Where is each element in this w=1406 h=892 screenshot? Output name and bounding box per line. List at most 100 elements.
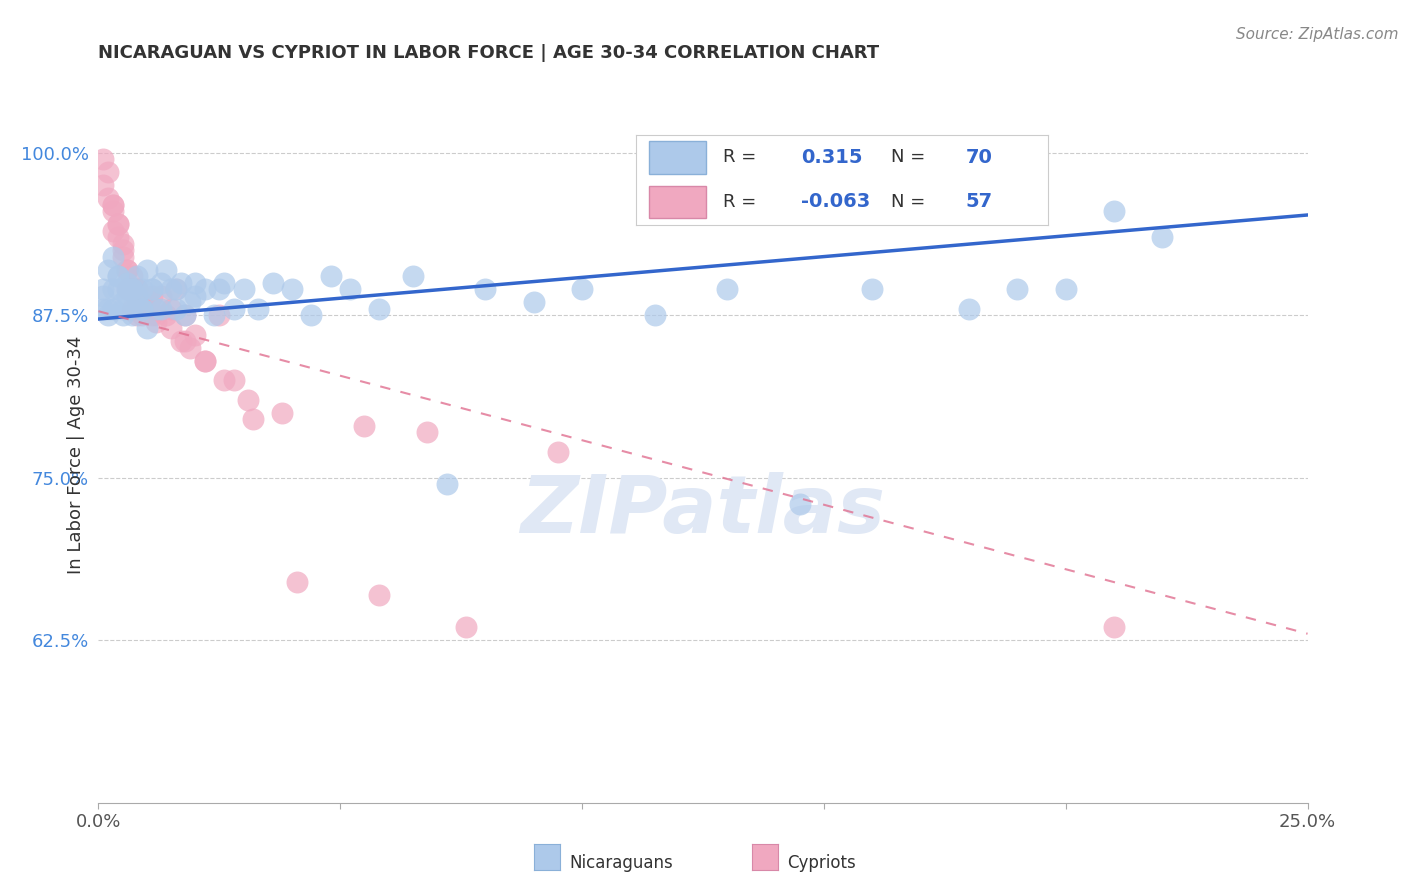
Point bbox=[141, 308, 163, 322]
Text: ZIPatlas: ZIPatlas bbox=[520, 472, 886, 549]
Point bbox=[127, 288, 149, 302]
Point bbox=[155, 308, 177, 322]
Point bbox=[121, 282, 143, 296]
Point bbox=[1007, 282, 1029, 296]
Point bbox=[194, 353, 217, 368]
Point bbox=[454, 620, 477, 634]
Point bbox=[281, 282, 304, 296]
Point bbox=[184, 327, 207, 342]
Point bbox=[131, 308, 153, 322]
Point bbox=[117, 276, 139, 290]
Point bbox=[135, 321, 157, 335]
Point bbox=[101, 282, 124, 296]
Point bbox=[353, 418, 375, 433]
Point bbox=[131, 301, 153, 316]
Point bbox=[474, 282, 496, 296]
Point bbox=[97, 262, 120, 277]
Point bbox=[1152, 230, 1174, 244]
Point bbox=[135, 301, 157, 316]
Point bbox=[1102, 620, 1125, 634]
Point bbox=[184, 288, 207, 302]
Point bbox=[107, 230, 129, 244]
Text: 57: 57 bbox=[966, 193, 993, 211]
Point bbox=[107, 269, 129, 284]
Point bbox=[97, 165, 120, 179]
Point bbox=[160, 282, 183, 296]
Point bbox=[222, 301, 245, 316]
Point bbox=[91, 301, 114, 316]
Point bbox=[111, 301, 134, 316]
Point bbox=[131, 295, 153, 310]
Point bbox=[91, 282, 114, 296]
Point bbox=[194, 282, 217, 296]
Point bbox=[165, 301, 187, 316]
Point bbox=[131, 301, 153, 316]
Point bbox=[131, 282, 153, 296]
Text: R =: R = bbox=[723, 193, 756, 211]
Point bbox=[184, 276, 207, 290]
Point bbox=[436, 477, 458, 491]
Point bbox=[91, 178, 114, 192]
Point bbox=[194, 353, 217, 368]
Point bbox=[107, 282, 129, 296]
FancyBboxPatch shape bbox=[648, 186, 706, 218]
Point bbox=[121, 301, 143, 316]
Point bbox=[97, 301, 120, 316]
Point bbox=[97, 191, 120, 205]
Point bbox=[101, 224, 124, 238]
Point bbox=[127, 308, 149, 322]
Point bbox=[368, 301, 391, 316]
Text: N =: N = bbox=[891, 148, 925, 167]
Point bbox=[271, 406, 294, 420]
Point bbox=[174, 308, 197, 322]
Point bbox=[101, 301, 124, 316]
Point bbox=[121, 269, 143, 284]
Point bbox=[111, 236, 134, 251]
Point bbox=[299, 308, 322, 322]
Point bbox=[121, 282, 143, 296]
Point bbox=[155, 262, 177, 277]
Point bbox=[789, 497, 811, 511]
Point bbox=[232, 282, 254, 296]
Point bbox=[111, 243, 134, 257]
Point bbox=[117, 288, 139, 302]
Point bbox=[107, 269, 129, 284]
Text: N =: N = bbox=[891, 193, 925, 211]
Point bbox=[101, 250, 124, 264]
Point bbox=[111, 295, 134, 310]
Point bbox=[101, 204, 124, 219]
Point bbox=[165, 282, 187, 296]
Point bbox=[141, 288, 163, 302]
Point bbox=[523, 295, 546, 310]
Point bbox=[416, 425, 439, 439]
Point bbox=[127, 295, 149, 310]
Point bbox=[571, 282, 593, 296]
Point bbox=[179, 295, 201, 310]
Text: -0.063: -0.063 bbox=[801, 193, 870, 211]
Point bbox=[242, 412, 264, 426]
Point bbox=[145, 315, 167, 329]
Point bbox=[402, 269, 425, 284]
Text: 70: 70 bbox=[966, 148, 993, 167]
Point bbox=[117, 262, 139, 277]
Point bbox=[169, 334, 191, 348]
Point bbox=[208, 282, 231, 296]
Point bbox=[150, 301, 173, 316]
Point bbox=[644, 308, 666, 322]
Point bbox=[121, 282, 143, 296]
Point bbox=[91, 152, 114, 166]
Point bbox=[97, 308, 120, 322]
Point bbox=[117, 282, 139, 296]
Point bbox=[160, 301, 183, 316]
FancyBboxPatch shape bbox=[648, 141, 706, 174]
Text: 0.315: 0.315 bbox=[801, 148, 862, 167]
Point bbox=[91, 288, 114, 302]
Point bbox=[145, 308, 167, 322]
Point bbox=[319, 269, 342, 284]
Point bbox=[208, 308, 231, 322]
Point bbox=[107, 217, 129, 231]
Point bbox=[117, 262, 139, 277]
Point bbox=[238, 392, 260, 407]
Point bbox=[1054, 282, 1077, 296]
Text: Cypriots: Cypriots bbox=[787, 854, 856, 871]
